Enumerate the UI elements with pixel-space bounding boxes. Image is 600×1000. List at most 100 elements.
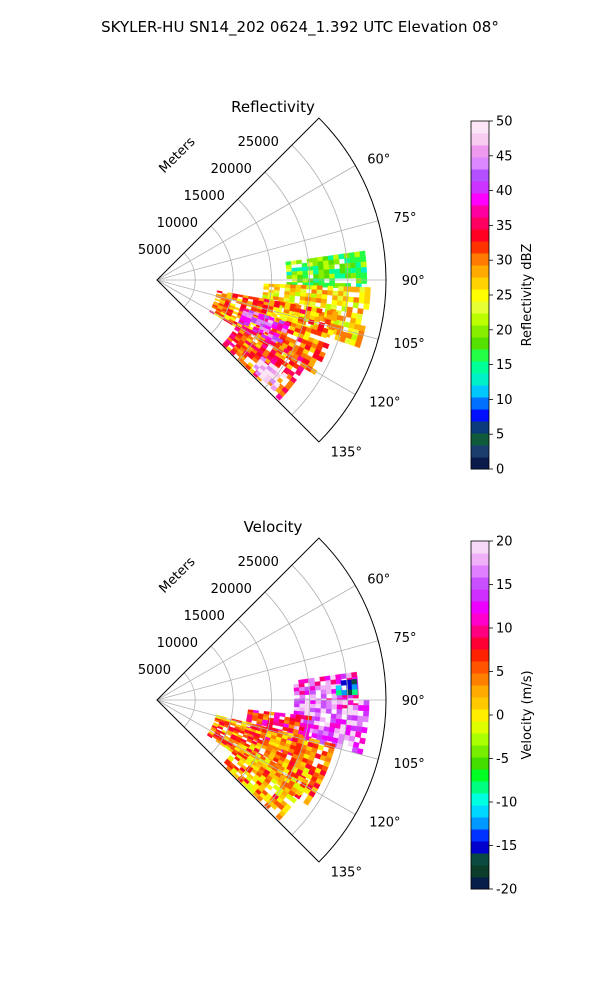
- colorbar-swatch: [471, 277, 489, 290]
- echo-cell: [352, 710, 359, 716]
- echo-cell: [272, 296, 279, 301]
- panel-title: Reflectivity: [231, 98, 315, 116]
- echo-cell: [337, 295, 344, 302]
- echo-cell: [315, 685, 321, 691]
- echo-cell: [312, 261, 319, 267]
- azimuth-spoke: [156, 279, 356, 395]
- azimuth-spoke: [156, 699, 379, 760]
- colorbar-swatch: [471, 145, 489, 158]
- echo-cell: [294, 721, 301, 727]
- echo-cell: [328, 259, 335, 266]
- colorbar-swatch: [471, 589, 489, 602]
- polar-panel-velocity: Velocity 5000 10000 15000 20000 25000 Meters 60…: [138, 518, 535, 898]
- echo-cell: [307, 270, 314, 275]
- echo-cell: [319, 676, 326, 682]
- colorbar-tick-label: 50: [496, 115, 513, 130]
- colorbar-swatch: [471, 673, 489, 686]
- colorbar-swatch: [471, 289, 489, 302]
- echo-cell: [349, 262, 357, 269]
- echo-cell: [320, 693, 327, 699]
- echo-cell: [342, 296, 349, 302]
- echo-cell: [320, 685, 327, 691]
- echo-cell: [316, 289, 323, 295]
- azimuth-spoke: [156, 279, 379, 340]
- colorbar-swatch: [471, 625, 489, 638]
- sector-frame: [156, 117, 387, 443]
- echo-cell: [302, 278, 309, 283]
- echo-cell: [329, 268, 335, 275]
- echo-cell: [301, 262, 308, 268]
- echo-cell: [329, 674, 337, 681]
- echo-cell: [299, 694, 306, 699]
- colorbar-swatch: [471, 133, 489, 146]
- echo-cell: [293, 691, 300, 696]
- colorbar-tick-label: 5: [496, 665, 504, 680]
- echo-cell: [347, 296, 355, 303]
- echo-cell: [361, 272, 368, 279]
- colorbar: -20 -15 -10 -5 0 5 10 15 20 Velocity (m/s): [470, 535, 535, 898]
- echo-cell: [352, 704, 359, 711]
- echo-cell: [313, 274, 319, 279]
- azimuth-tick-label: 75°: [393, 211, 416, 226]
- range-axis-label: Meters: [157, 554, 199, 596]
- azimuth-spoke: [156, 165, 356, 281]
- sector-frame: [156, 537, 387, 863]
- azimuth-spoke: [156, 640, 379, 701]
- echo-cell: [298, 711, 305, 716]
- echo-cell: [334, 273, 341, 279]
- echo-cell: [360, 256, 367, 263]
- colorbar-swatch: [471, 409, 489, 422]
- colorbar-tick-label: -15: [496, 839, 517, 854]
- echo-cell: [320, 704, 327, 710]
- echo-cell: [355, 726, 363, 733]
- echo-cell: [279, 284, 286, 288]
- echo-cell: [321, 289, 328, 296]
- colorbar-swatch: [471, 829, 489, 842]
- echo-cell: [351, 715, 359, 722]
- colorbar-swatch: [471, 301, 489, 314]
- echo-cell: [320, 708, 327, 714]
- echo-cell: [286, 271, 293, 276]
- colorbar-swatch: [471, 325, 489, 338]
- echo-cell: [359, 737, 366, 745]
- echo-cell: [317, 256, 324, 262]
- echo-cell: [336, 709, 343, 715]
- colorbar-tick-label: 25: [496, 289, 513, 304]
- colorbar-swatch: [471, 613, 489, 626]
- echo-cell: [237, 294, 244, 298]
- echo-cell: [322, 255, 329, 262]
- echo-cell: [359, 292, 366, 299]
- echo-cell: [351, 678, 358, 685]
- echo-cell: [354, 251, 361, 258]
- echo-cell: [339, 263, 346, 269]
- echo-cell: [280, 371, 289, 379]
- echo-cell: [323, 273, 330, 279]
- echo-cell: [320, 302, 327, 309]
- echo-cell: [232, 310, 239, 316]
- echo-cell: [358, 699, 365, 706]
- echo-cell: [323, 269, 330, 275]
- colorbar-swatch: [471, 433, 489, 446]
- echo-cell: [342, 301, 349, 307]
- echo-cell: [318, 269, 325, 275]
- colorbar-tick-label: 0: [496, 709, 504, 724]
- echo-cell: [312, 265, 319, 271]
- echo-cell: [295, 259, 303, 265]
- echo-cell: [298, 679, 305, 685]
- colorbar-swatch: [471, 205, 489, 218]
- colorbar-swatch: [471, 421, 489, 434]
- colorbar-swatch: [471, 817, 489, 830]
- colorbar-tick-label: 5: [496, 428, 504, 443]
- echo-cell: [307, 278, 314, 283]
- echo-cell: [343, 291, 350, 297]
- colorbar-swatch: [471, 565, 489, 578]
- colorbar-swatch: [471, 805, 489, 818]
- echo-cell: [330, 713, 337, 719]
- echo-cell: [216, 290, 223, 294]
- echo-cell: [363, 710, 370, 717]
- echo-cell: [299, 707, 306, 712]
- echo-cell: [361, 267, 367, 274]
- echo-cell: [354, 256, 361, 263]
- range-tick-label: 10000: [157, 636, 198, 651]
